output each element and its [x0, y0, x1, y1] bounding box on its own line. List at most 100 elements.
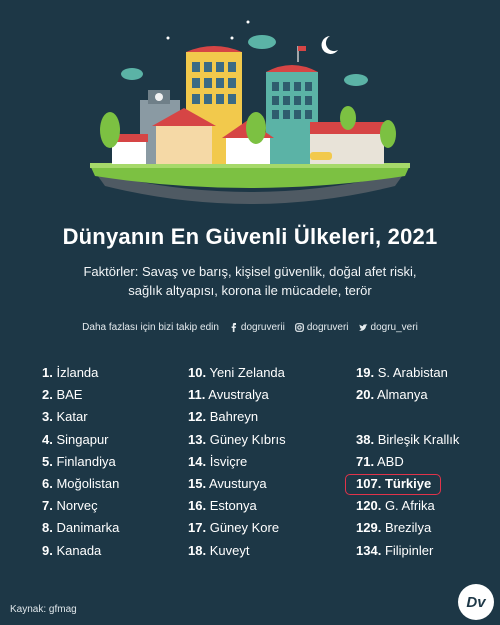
ranking-item: 12. Bahreyn	[188, 406, 286, 428]
country-name: İsviçre	[209, 453, 248, 469]
rank-number: 71.	[356, 453, 375, 469]
rank-number: 15.	[188, 475, 207, 491]
country-name: Avusturya	[208, 475, 267, 491]
ranking-item: 15. Avusturya	[188, 473, 286, 495]
rank-number: 38.	[356, 431, 375, 447]
ranking-item: 6. Moğolistan	[42, 473, 119, 495]
ranking-item: 17. Güney Kore	[188, 517, 286, 539]
rank-number: 107.	[356, 475, 382, 491]
ranking-item: 7. Norveç	[42, 495, 119, 517]
facebook-link[interactable]: dogruverii	[229, 322, 285, 333]
country-name: Yeni Zelanda	[209, 365, 285, 380]
rank-number: 19.	[356, 365, 375, 380]
ranking-item: 1. İzlanda	[42, 362, 119, 384]
country-name: Singapur	[56, 431, 109, 447]
rank-number: 17.	[188, 520, 207, 536]
country-name: Güney Kıbrıs	[209, 431, 286, 447]
rank-number: 10.	[188, 365, 207, 380]
rank-number: 1.	[42, 365, 53, 380]
rankings-column-2: 10. Yeni Zelanda 11. Avustralya 12. Bahr…	[188, 362, 286, 562]
twitter-handle: dogru_veri	[370, 322, 418, 333]
country-name: Norveç	[56, 498, 98, 514]
country-name: Birleşik Krallık	[377, 431, 460, 447]
country-name: İzlanda	[56, 365, 99, 380]
ranking-item: 9. Kanada	[42, 540, 119, 562]
rank-number: 20.	[356, 387, 375, 403]
ranking-item: 2. BAE	[42, 384, 119, 406]
rank-number: 5.	[42, 453, 53, 469]
rank-number: 4.	[42, 431, 53, 447]
rank-number: 134.	[356, 542, 382, 558]
rank-number: 2.	[42, 387, 53, 403]
ranking-item: 38. Birleşik Krallık	[356, 429, 459, 451]
country-name: ABD	[376, 453, 404, 469]
instagram-link[interactable]: dogruveri	[294, 322, 349, 333]
ranking-item: 134. Filipinler	[356, 540, 459, 562]
brand-logo: Dv	[458, 584, 494, 620]
facebook-handle: dogruverii	[240, 322, 285, 333]
rank-number: 13.	[188, 431, 207, 447]
country-name: Türkiye	[384, 475, 432, 491]
source-note: Kaynak: gfmag	[10, 604, 77, 615]
country-name: Katar	[56, 409, 88, 425]
country-name: Almanya	[376, 387, 428, 403]
country-name: Güney Kore	[209, 520, 280, 536]
subtitle-line-2: sağlık altyapısı, korona ile mücadele, t…	[128, 283, 372, 298]
country-name: Brezilya	[384, 520, 432, 536]
country-name: Kanada	[56, 542, 102, 558]
ranking-item: 4. Singapur	[42, 429, 119, 451]
city-illustration	[90, 20, 410, 204]
rank-number: 9.	[42, 542, 53, 558]
ranking-item: 19. S. Arabistan	[356, 362, 459, 384]
rank-number: 6.	[42, 475, 53, 491]
country-name: Estonya	[209, 498, 257, 514]
country-name: S. Arabistan	[377, 365, 448, 380]
rank-number: 14.	[188, 453, 207, 469]
facebook-icon	[229, 323, 238, 332]
instagram-icon	[294, 323, 304, 332]
twitter-icon	[358, 323, 368, 332]
ranking-item: 14. İsviçre	[188, 451, 286, 473]
instagram-handle: dogruveri	[306, 322, 349, 333]
country-name: Filipinler	[384, 542, 434, 558]
country-name: Bahreyn	[209, 409, 259, 425]
country-name: Kuveyt	[209, 542, 250, 558]
page-title: Dünyanın En Güvenli Ülkeleri, 2021	[62, 224, 438, 249]
subtitle: Faktörler: Savaş ve barış, kişisel güven…	[40, 262, 460, 300]
ranking-item: 71. ABD	[356, 451, 459, 473]
country-name: BAE	[56, 387, 83, 403]
ranking-item-highlighted: 107. Türkiye	[356, 473, 459, 495]
rank-number: 18.	[188, 542, 207, 558]
ranking-item: 5. Finlandiya	[42, 451, 119, 473]
subtitle-line-1: Faktörler: Savaş ve barış, kişisel güven…	[83, 264, 417, 279]
ranking-item: 10. Yeni Zelanda	[188, 362, 286, 384]
ranking-item: 8. Danimarka	[42, 517, 119, 539]
country-name: Avustralya	[208, 387, 269, 403]
rank-number: 8.	[42, 520, 53, 536]
ranking-item: 18. Kuveyt	[188, 540, 286, 562]
rank-number: 16.	[188, 498, 207, 514]
rank-number: 3.	[42, 409, 53, 425]
ranking-item: 3. Katar	[42, 406, 119, 428]
ranking-item: 20. Almanya	[356, 384, 459, 406]
rankings-column-3: 19. S. Arabistan 20. Almanya 38. Birleşi…	[356, 362, 459, 562]
country-name: G. Afrika	[384, 498, 435, 514]
rank-number: 7.	[42, 498, 53, 514]
twitter-link[interactable]: dogru_veri	[358, 322, 418, 333]
rank-number: 129.	[356, 520, 382, 536]
rank-number: 120.	[356, 498, 382, 514]
ranking-item: 120. G. Afrika	[356, 495, 459, 517]
ranking-item: 11. Avustralya	[188, 384, 286, 406]
rank-number: 11.	[188, 387, 206, 403]
country-name: Danimarka	[56, 520, 120, 536]
rankings-column-1: 1. İzlanda 2. BAE 3. Katar 4. Singapur 5…	[42, 362, 119, 562]
rank-number: 12.	[188, 409, 207, 425]
social-bar: Daha fazlası için bizi takip edin dogruv…	[0, 322, 500, 333]
ranking-item: 13. Güney Kıbrıs	[188, 429, 286, 451]
follow-text: Daha fazlası için bizi takip edin	[82, 322, 219, 333]
ranking-item: 129. Brezilya	[356, 517, 459, 539]
ranking-item: 16. Estonya	[188, 495, 286, 517]
ranking-spacer	[356, 406, 459, 428]
country-name: Finlandiya	[56, 453, 116, 469]
highlight-box	[345, 474, 441, 495]
